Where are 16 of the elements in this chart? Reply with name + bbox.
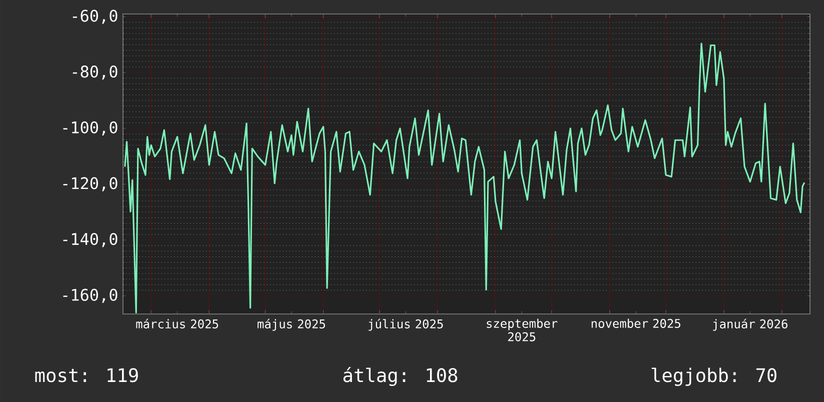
- x-tick-label: március 2025: [136, 318, 218, 328]
- x-tick-label: május 2025: [258, 318, 326, 331]
- x-tick-label: január 2026: [713, 318, 788, 331]
- y-tick-label: -60,0: [72, 10, 118, 24]
- y-tick-label: -140,0: [63, 232, 118, 248]
- y-tick-label: -100,0: [63, 121, 118, 136]
- text: átlag: 108: [343, 367, 458, 386]
- x-tick-label: július 2025: [368, 318, 443, 331]
- text: legjobb: 70: [652, 368, 776, 386]
- y-tick-label: -160,0: [63, 288, 118, 303]
- y-tick-label: -80,0: [72, 66, 118, 80]
- x-tick-label: szeptember 2025: [486, 318, 558, 342]
- line-series: [124, 42, 806, 314]
- y-tick-label: -120,0: [63, 177, 118, 192]
- x-tick-label: november 2025: [592, 318, 680, 328]
- text: most: 119: [35, 368, 138, 382]
